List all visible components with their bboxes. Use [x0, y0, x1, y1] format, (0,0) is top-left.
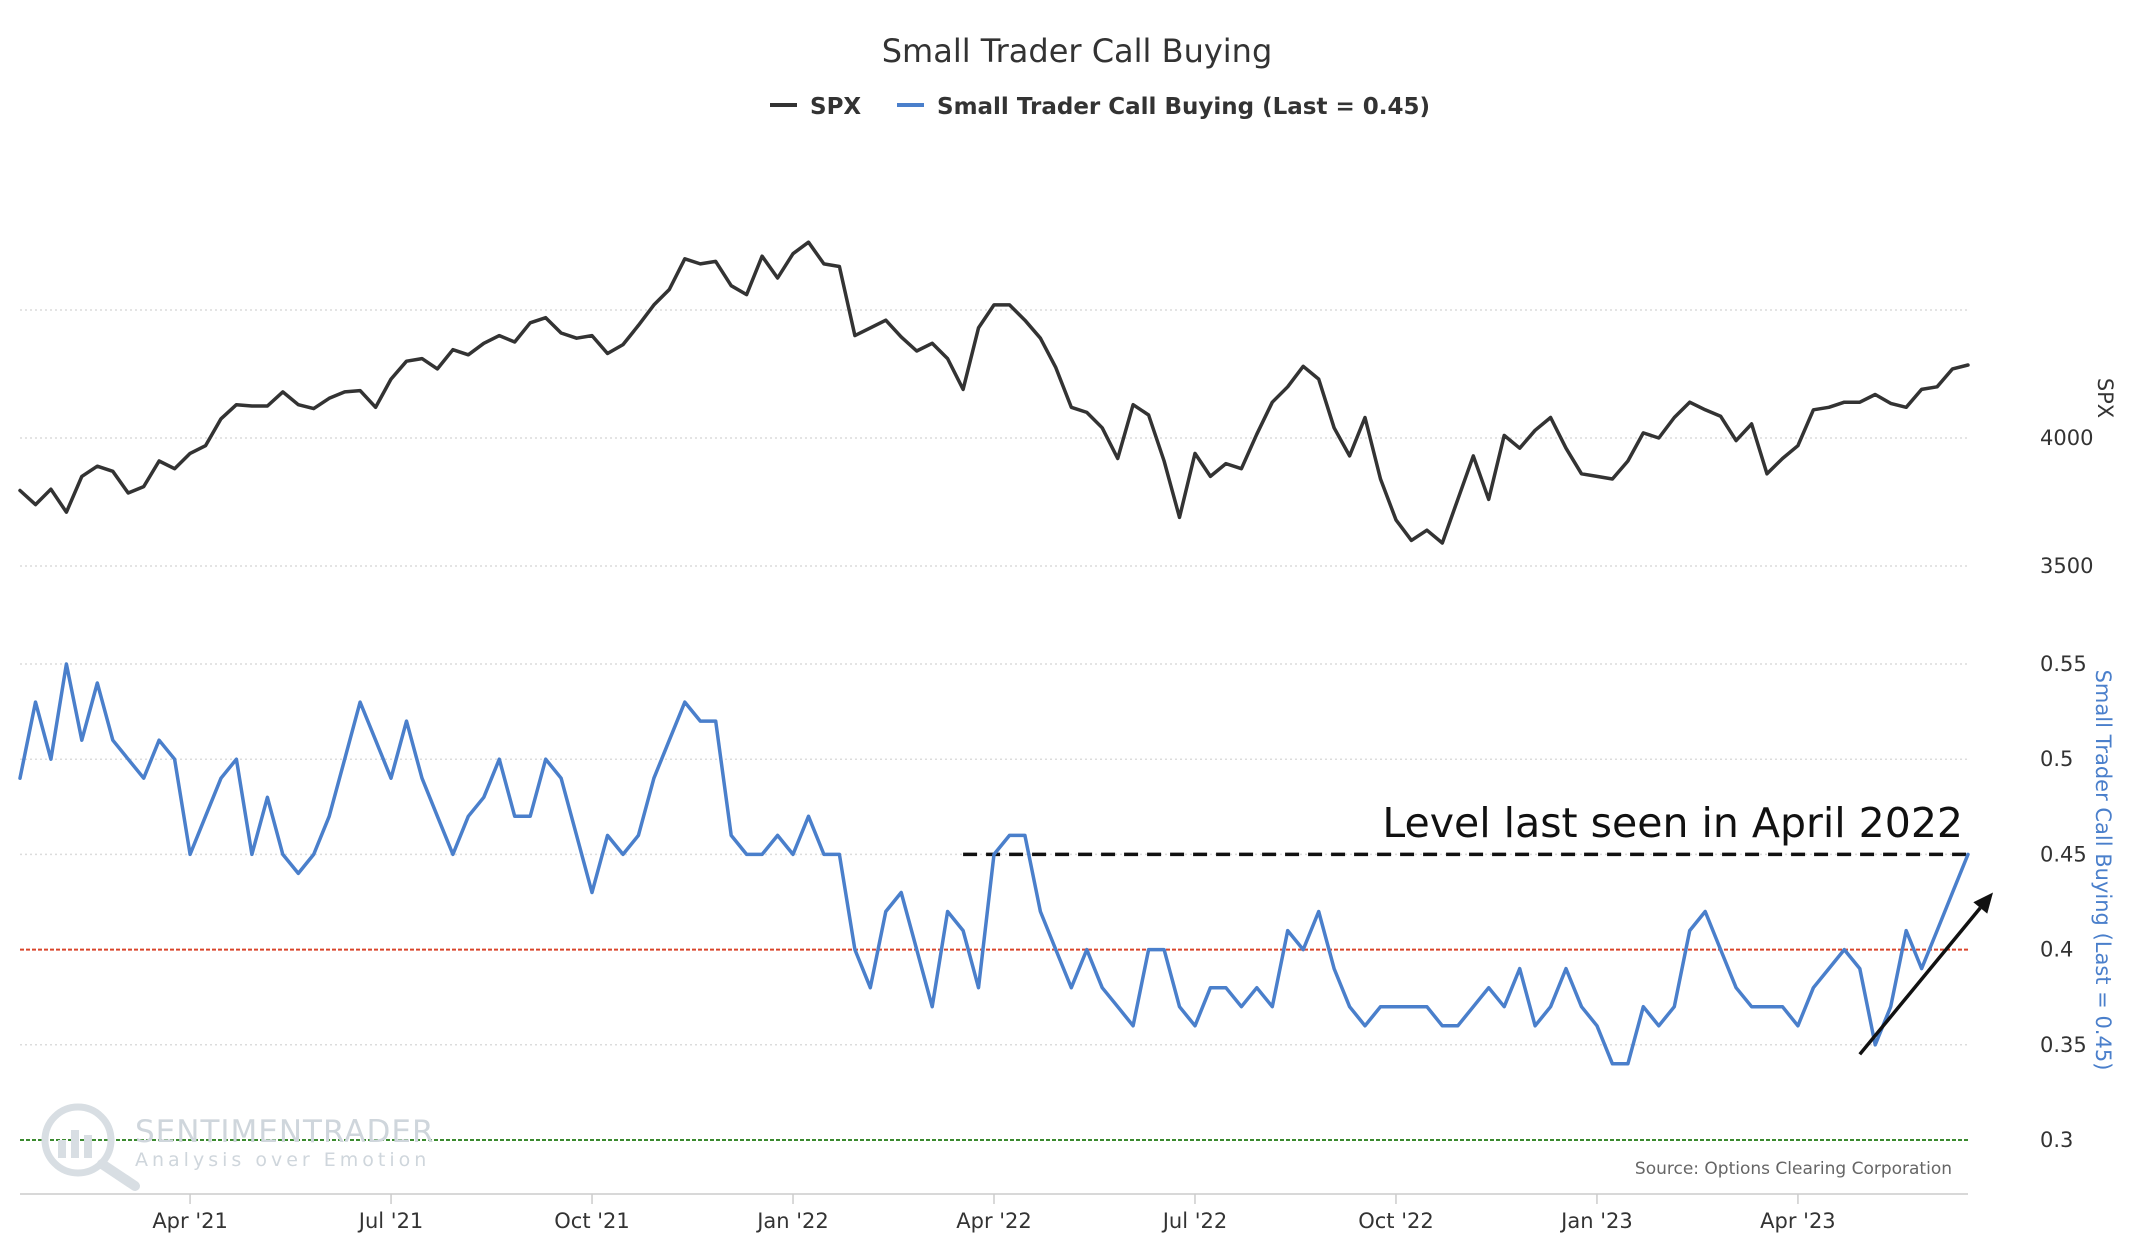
watermark: SENTIMENTRADER Analysis over Emotion: [41, 1103, 434, 1191]
arrow-head-icon: [1973, 892, 1993, 914]
x-tick-label: Oct '22: [1358, 1209, 1433, 1233]
legend: SPX Small Trader Call Buying (Last = 0.4…: [770, 94, 1430, 120]
x-tick-label: Oct '21: [554, 1209, 629, 1233]
x-tick-label: Apr '22: [956, 1209, 1032, 1233]
x-tick-label: Apr '21: [152, 1209, 228, 1233]
call-buying-tick-label: 0.55: [2040, 652, 2087, 676]
call-buying-tick-label: 0.4: [2040, 938, 2073, 962]
x-tick-label: Apr '23: [1760, 1209, 1836, 1233]
spx-tick-label: 4000: [2040, 426, 2093, 450]
arrow-shaft: [1858, 906, 1982, 1056]
reference-lines: [20, 852, 1968, 1141]
annotation-arrow: [1858, 892, 1993, 1056]
spx-tick-label: 3500: [2040, 554, 2093, 578]
magnifier-logo-icon: [41, 1103, 140, 1191]
watermark-brand: SENTIMENTRADER: [135, 1114, 434, 1150]
legend-label-spx: SPX: [810, 94, 861, 120]
x-tick-label: Jul '21: [357, 1209, 424, 1233]
call-buying-tick-label: 0.35: [2040, 1033, 2087, 1057]
spx-axis-title: SPX: [2093, 378, 2117, 418]
x-axis: Apr '21 Jul '21 Oct '21 Jan '22 Apr '22 Jul '…: [152, 1194, 1836, 1233]
legend-item-call-buying[interactable]: Small Trader Call Buying (Last = 0.45): [897, 94, 1430, 120]
legend-label-call-buying: Small Trader Call Buying (Last = 0.45): [937, 94, 1430, 120]
call-buying-axis-title: Small Trader Call Buying (Last = 0.45): [2091, 670, 2115, 1071]
spx-series-line[interactable]: [18, 240, 1970, 545]
call-buying-tick-label: 0.5: [2040, 747, 2073, 771]
call-buying-tick-label: 0.45: [2040, 842, 2087, 866]
x-tick-label: Jan '22: [755, 1209, 829, 1233]
x-tick-label: Jul '22: [1161, 1209, 1228, 1233]
call-buying-series-line[interactable]: [18, 662, 1970, 1066]
watermark-tagline: Analysis over Emotion: [135, 1149, 430, 1171]
call-buying-tick-label: 0.3: [2040, 1128, 2073, 1152]
legend-item-spx[interactable]: SPX: [770, 94, 861, 120]
annotation-text: Level last seen in April 2022: [1382, 799, 1963, 847]
axis-labels: 3500 4000 0.3 0.35 0.4 0.45 0.5 0.55: [2040, 426, 2093, 1152]
series: [18, 240, 1970, 1066]
x-tick-label: Jan '23: [1559, 1209, 1633, 1233]
chart-title: Small Trader Call Buying: [882, 32, 1273, 70]
source-credit: Source: Options Clearing Corporation: [1635, 1159, 1952, 1179]
